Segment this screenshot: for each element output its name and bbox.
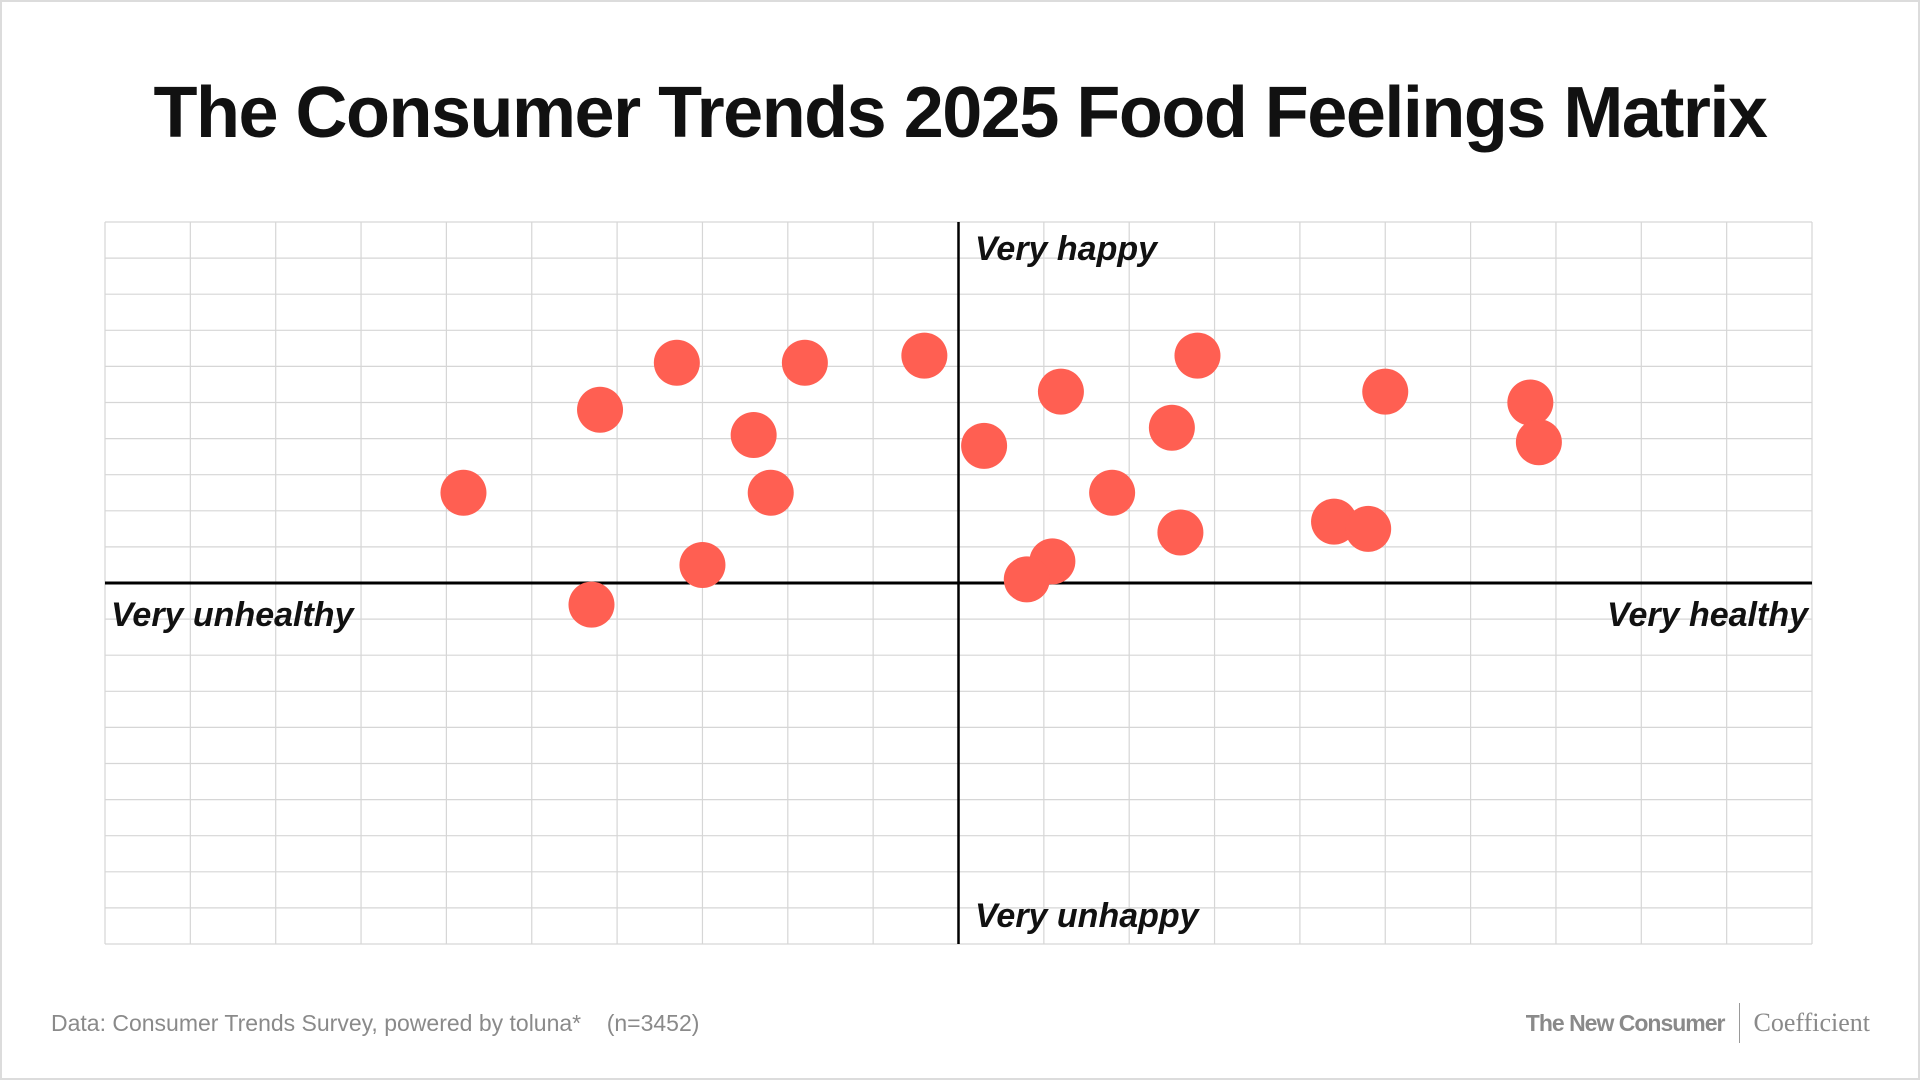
data-points [440,332,1562,628]
data-source: Data: Consumer Trends Survey, powered by… [51,1010,699,1037]
data-point [1345,505,1392,552]
logo-coefficient: Coefficient [1753,1008,1870,1037]
brand-logos: The New Consumer Coefficient [1526,1003,1870,1043]
data-point [730,411,777,458]
data-point [901,332,948,379]
data-point [1037,368,1084,415]
data-point [1003,556,1050,603]
data-point [961,422,1008,469]
y-axis-top-label: Very happy [975,230,1159,268]
data-point [1311,498,1358,545]
data-point [1148,404,1195,451]
data-point [1089,469,1136,516]
data-point [440,469,487,516]
data-point [1507,379,1554,426]
data-point [1515,419,1562,466]
source-text: Data: Consumer Trends Survey, powered by… [51,1010,582,1036]
data-point [577,386,624,433]
data-point [747,469,794,516]
y-axis-bottom-label: Very unhappy [975,897,1201,935]
data-point [679,541,726,588]
data-point [1157,509,1204,556]
sample-size: (n=3452) [606,1010,700,1036]
chart-title: The Consumer Trends 2025 Food Feelings M… [153,73,1768,153]
data-point [781,339,828,386]
axes [105,222,1812,944]
x-axis-left-label: Very unhealthy [111,596,356,634]
data-point [1362,368,1409,415]
x-axis-right-label: Very healthy [1607,596,1810,634]
data-point [1174,332,1221,379]
data-point [653,339,700,386]
divider [1738,1003,1740,1043]
data-point [568,581,615,628]
logo-the-new-consumer: The New Consumer [1525,1009,1726,1036]
